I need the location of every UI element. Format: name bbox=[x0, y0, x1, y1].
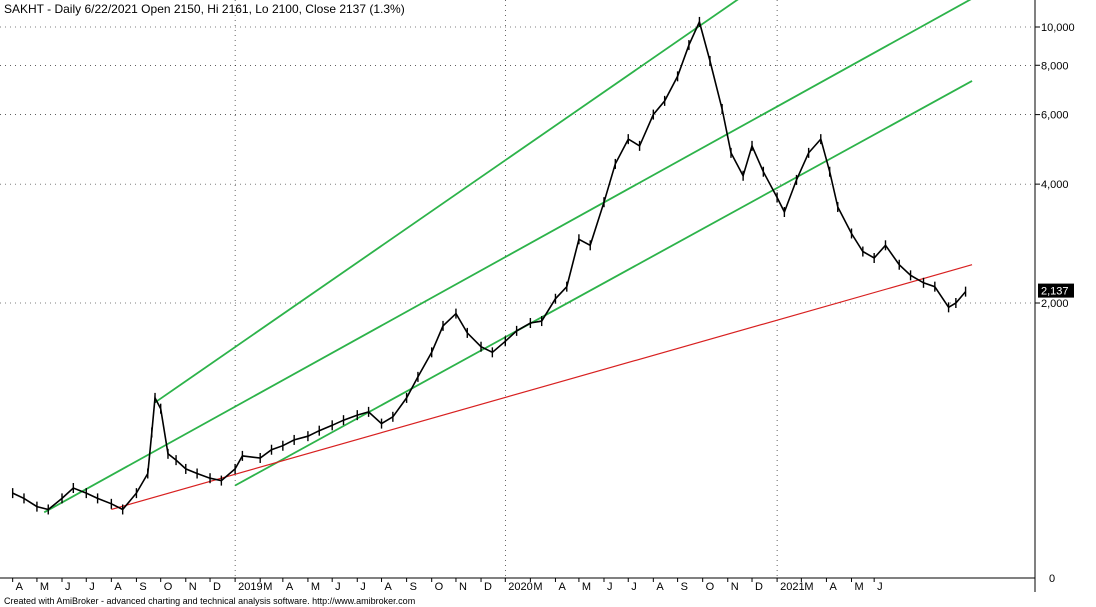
last-price-tag: 2,137 bbox=[1038, 283, 1074, 298]
x-tick-label: J bbox=[877, 581, 883, 593]
x-tick-label: A bbox=[829, 581, 837, 593]
x-tick-label: J bbox=[65, 581, 71, 593]
channel-middle bbox=[43, 0, 972, 514]
x-tick-label: N bbox=[731, 581, 739, 593]
x-tick-label: S bbox=[681, 581, 688, 593]
footer-credit: Created with AmiBroker - advanced charti… bbox=[4, 596, 415, 606]
price-series-layer bbox=[11, 16, 967, 515]
x-tick-label: N bbox=[459, 581, 467, 593]
x-tick-label: M bbox=[311, 581, 320, 593]
y-tick-label: 0 bbox=[1049, 573, 1055, 585]
x-tick-label: A bbox=[286, 581, 294, 593]
x-tick-label: J bbox=[631, 581, 637, 593]
x-tick-label: M bbox=[40, 581, 49, 593]
x-tick-label: D bbox=[213, 581, 221, 593]
x-tick-label: D bbox=[484, 581, 492, 593]
last-price-label: 2,137 bbox=[1041, 286, 1069, 298]
y-tick-label: 8,000 bbox=[1041, 60, 1069, 72]
y-axis: 10,000 8,000 6,000 4,000 2,000 0 bbox=[1035, 22, 1075, 585]
x-axis: A M J J A S O N D 2019 M A M J J A S O N D 2020 M A M J J A S O N D 202… bbox=[12, 578, 883, 593]
x-tick-label: A bbox=[16, 581, 24, 593]
x-tick-label: M bbox=[533, 581, 542, 593]
x-tick-label: O bbox=[435, 581, 444, 593]
x-tick-label: S bbox=[139, 581, 146, 593]
x-tick-label: 2020 bbox=[508, 581, 532, 593]
x-tick-label: M bbox=[263, 581, 272, 593]
x-tick-label: J bbox=[89, 581, 95, 593]
price-line bbox=[12, 19, 967, 511]
x-tick-label: 2021 bbox=[780, 581, 804, 593]
x-tick-label: S bbox=[410, 581, 417, 593]
x-tick-label: M bbox=[804, 581, 813, 593]
x-tick-label: O bbox=[164, 581, 173, 593]
x-tick-label: D bbox=[755, 581, 763, 593]
y-tick-label: 10,000 bbox=[1041, 22, 1075, 34]
x-tick-label: A bbox=[114, 581, 122, 593]
chart-title: SAKHT - Daily 6/22/2021 Open 2150, Hi 21… bbox=[4, 2, 405, 16]
x-tick-label: M bbox=[582, 581, 591, 593]
x-tick-label: 2019 bbox=[238, 581, 262, 593]
x-tick-label: A bbox=[385, 581, 393, 593]
y-tick-label: 4,000 bbox=[1041, 179, 1069, 191]
x-tick-label: O bbox=[706, 581, 715, 593]
support-line bbox=[111, 264, 973, 511]
channel-upper bbox=[154, 0, 739, 404]
x-tick-label: J bbox=[360, 581, 366, 593]
x-tick-label: J bbox=[607, 581, 613, 593]
x-tick-label: N bbox=[189, 581, 197, 593]
x-tick-label: J bbox=[335, 581, 341, 593]
y-tick-label: 6,000 bbox=[1041, 110, 1069, 122]
x-tick-label: A bbox=[558, 581, 566, 593]
x-tick-label: M bbox=[855, 581, 864, 593]
last-price-tag-bg bbox=[1038, 283, 1074, 298]
x-tick-label: A bbox=[656, 581, 664, 593]
y-tick-label: 2,000 bbox=[1041, 298, 1069, 310]
